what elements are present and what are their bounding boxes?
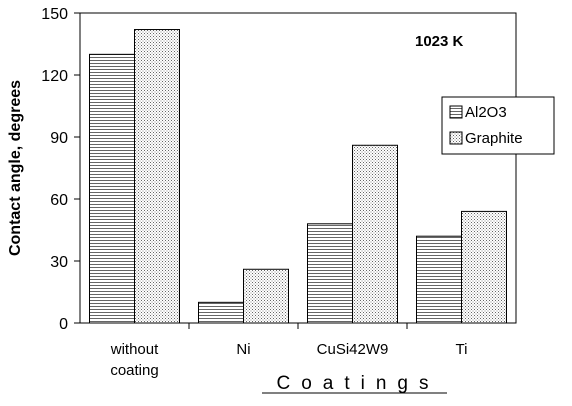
bar-graphite-1 xyxy=(243,268,289,324)
x-category-label-line: coating xyxy=(110,362,158,379)
y-tick-label: 30 xyxy=(50,254,68,271)
y-tick-label: 120 xyxy=(41,68,68,85)
legend-swatch-graphite xyxy=(449,131,463,145)
x-axis-label: Coatings xyxy=(277,373,440,394)
y-tick-label: 90 xyxy=(50,130,68,147)
y-tick-label: 150 xyxy=(41,6,68,23)
x-category-label: Ni xyxy=(236,341,250,358)
x-category-label-line: Ni xyxy=(236,341,250,358)
x-axis-title: Coatings xyxy=(262,373,447,394)
legend-label-al2o3: Al2O3 xyxy=(465,104,507,121)
x-category-label-line: without xyxy=(110,341,159,358)
x-category-label-line: CuSi42W9 xyxy=(317,341,389,358)
temperature-annotation: 1023 K xyxy=(415,33,464,50)
x-category-label: CuSi42W9 xyxy=(317,341,389,358)
x-category-label: without coating xyxy=(110,341,159,379)
bars xyxy=(89,29,507,324)
legend-label-graphite: Graphite xyxy=(465,130,523,147)
y-tick-label: 60 xyxy=(50,192,68,209)
bar-al2o3-3 xyxy=(416,235,462,324)
x-axis: without coating Ni CuSi42W9 Ti xyxy=(110,323,468,379)
y-axis: 0 30 60 90 120 150 xyxy=(41,6,80,333)
bar-graphite-2 xyxy=(352,144,398,324)
x-category-label: Ti xyxy=(456,341,468,358)
bar-al2o3-0 xyxy=(89,53,135,324)
x-category-label-line: Ti xyxy=(456,341,468,358)
bar-graphite-0 xyxy=(134,29,180,324)
legend: Al2O3 Graphite xyxy=(441,96,555,155)
y-tick-label: 0 xyxy=(59,316,68,333)
y-axis-label: Contact angle, degrees xyxy=(7,80,24,256)
legend-swatch-al2o3 xyxy=(449,105,463,119)
bar-graphite-3 xyxy=(461,210,507,324)
bar-al2o3-2 xyxy=(307,223,353,324)
bar-al2o3-1 xyxy=(198,301,244,324)
